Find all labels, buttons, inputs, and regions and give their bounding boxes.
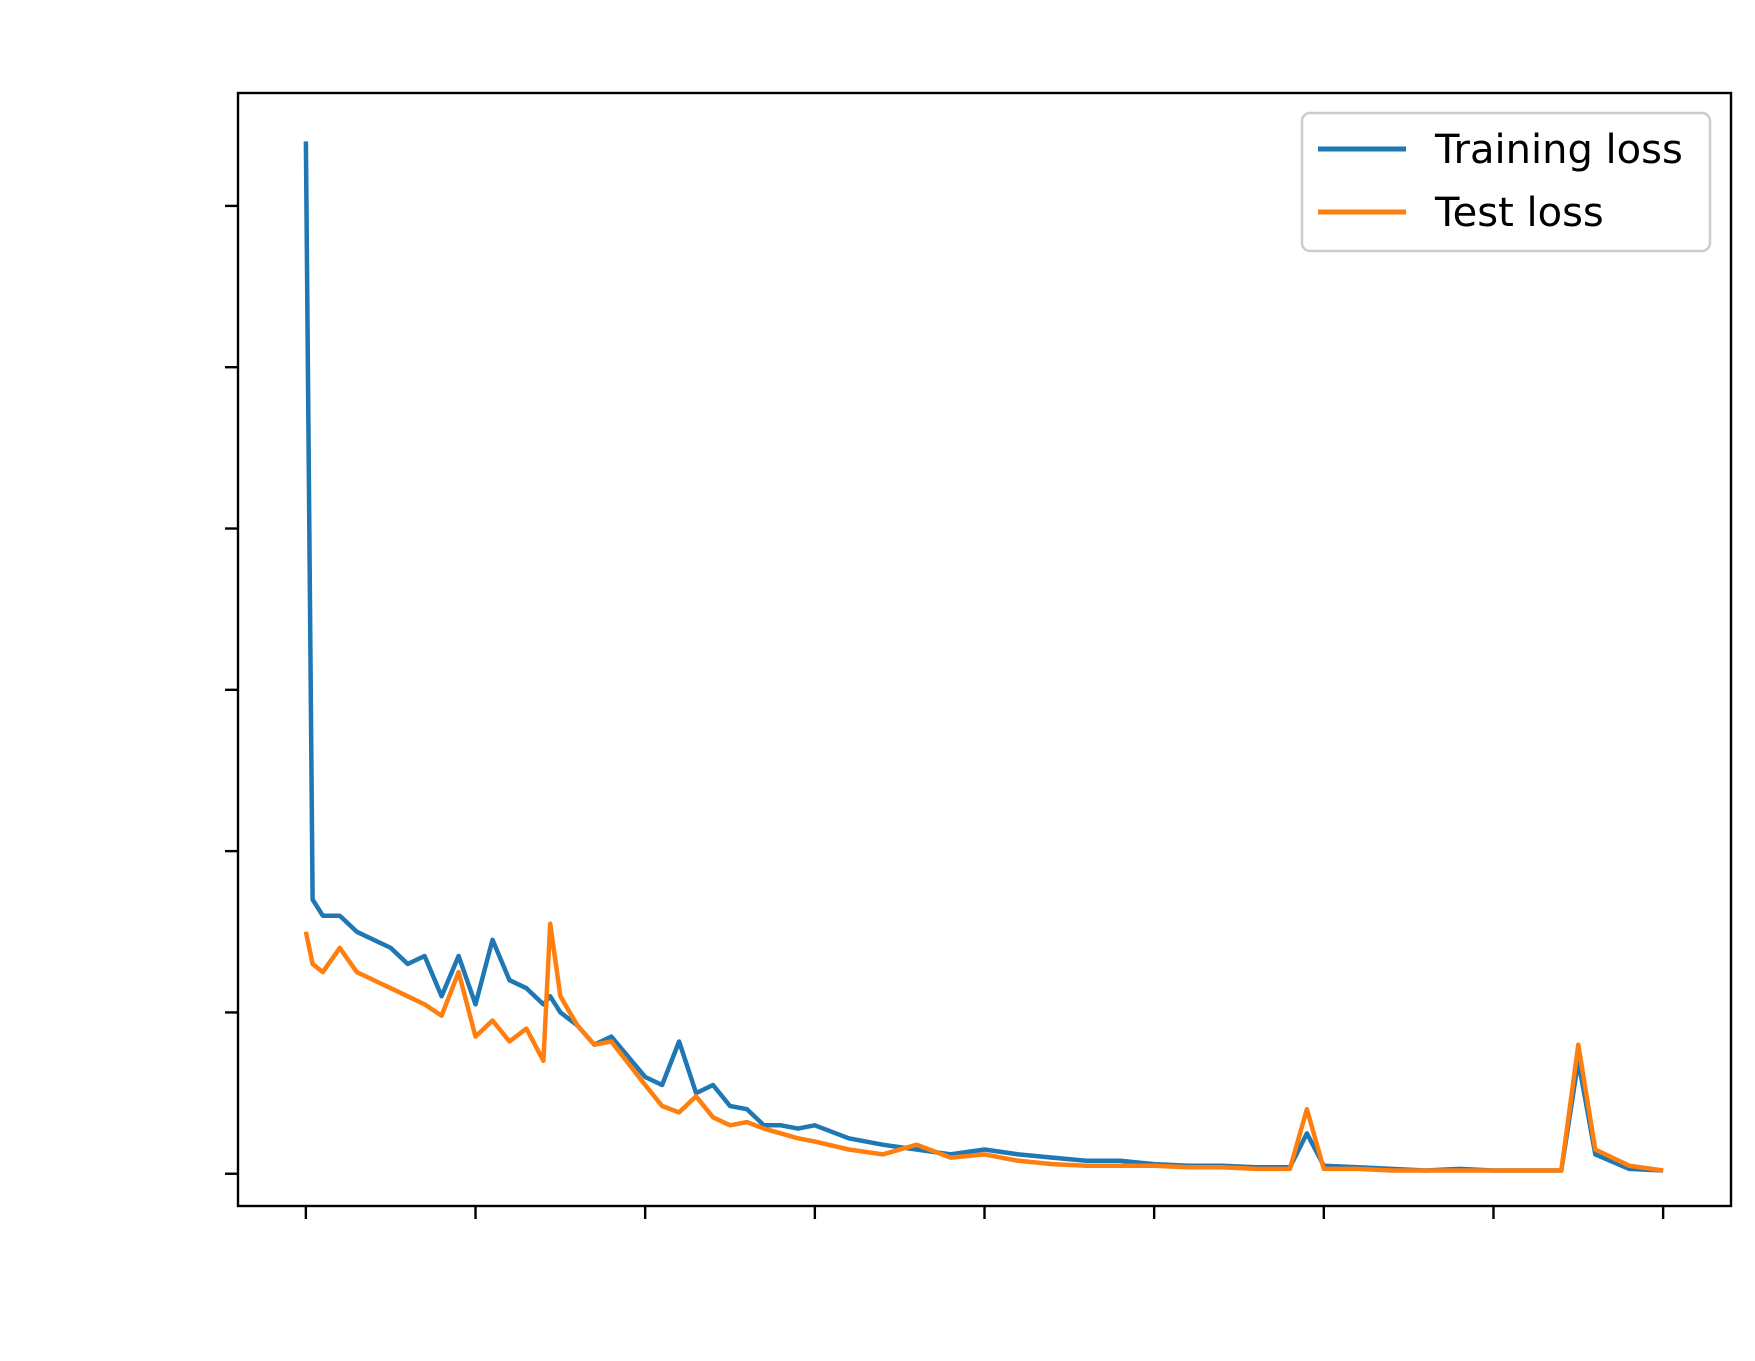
legend-label-training-loss: Training loss [1434,127,1683,173]
legend: Training loss Test loss [1300,111,1712,253]
series-group [303,141,1664,1173]
x-axis-ticks [304,1206,1665,1219]
y-axis-ticks [225,204,238,1175]
plot-area [225,91,1733,1219]
series-line-test-loss [303,921,1664,1173]
legend-label-test-loss: Test loss [1434,190,1604,236]
